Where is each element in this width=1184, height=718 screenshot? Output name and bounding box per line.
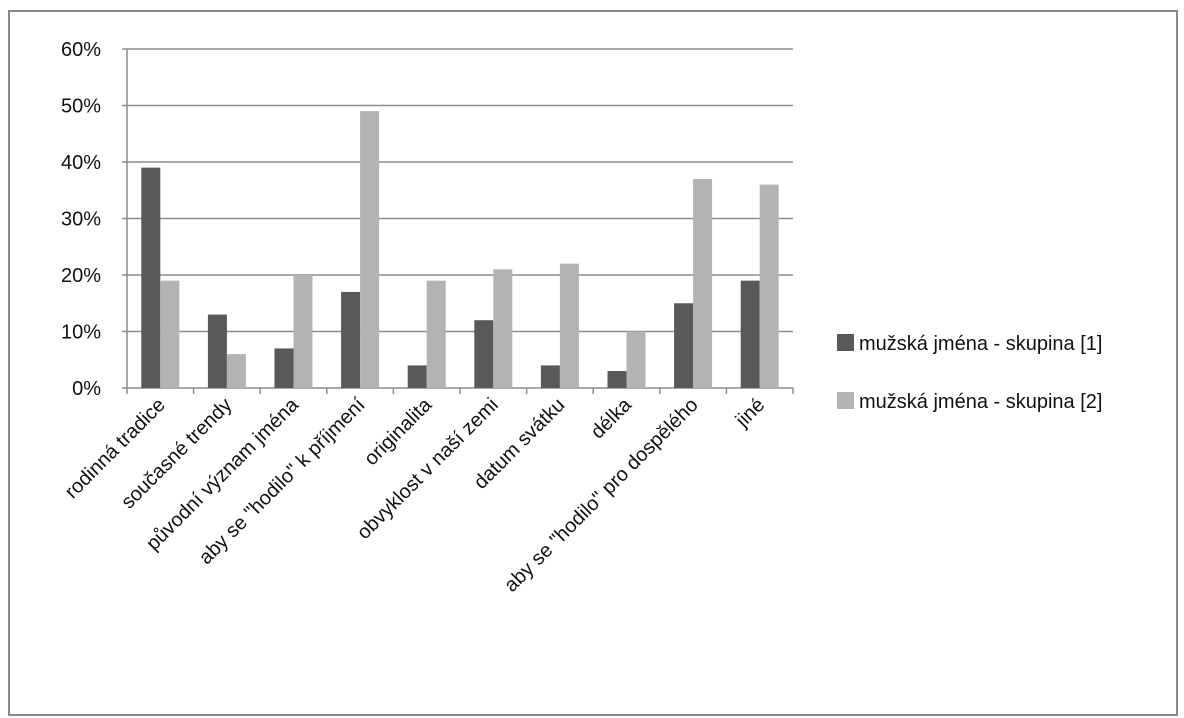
legend-swatch — [837, 334, 854, 351]
bar-s1-5 — [474, 320, 494, 388]
bar-s1-1 — [207, 314, 227, 388]
bar-s2-0 — [160, 280, 180, 388]
y-tick-label: 60% — [61, 39, 101, 61]
bar-s2-3 — [360, 111, 380, 389]
chart-frame: 0% 10% 20% 30% 40% 50% 60% rodinná tradice souča… — [8, 10, 1178, 716]
legend-label: mužská jména - skupina [2] — [859, 391, 1102, 413]
y-tick-label: 0% — [72, 378, 101, 400]
bar-s1-6 — [540, 365, 560, 388]
bar-s2-9 — [759, 184, 779, 388]
bar-chart: 0%10%20%30%40%50%60%rodinná tradicesouča… — [61, 39, 1103, 596]
bar-s1-2 — [274, 348, 294, 388]
bar-s2-1 — [226, 354, 246, 388]
bar-s2-8 — [693, 178, 713, 388]
bar-s1-3 — [341, 291, 361, 388]
y-tick-label: 20% — [61, 265, 101, 287]
bar-s2-5 — [493, 269, 513, 388]
category-label: jiné — [731, 394, 769, 432]
legend-swatch — [837, 392, 854, 409]
bar-s1-7 — [607, 371, 627, 388]
bar-s2-6 — [559, 263, 579, 388]
bar-s1-4 — [407, 365, 427, 388]
y-tick-label: 10% — [61, 322, 101, 344]
bar-s2-4 — [426, 280, 446, 388]
bar-s1-0 — [141, 167, 161, 388]
bar-s2-7 — [626, 331, 646, 388]
bar-s1-9 — [740, 280, 760, 388]
y-tick-label: 40% — [61, 152, 101, 174]
y-tick-label: 30% — [61, 209, 101, 231]
legend-label: mužská jména - skupina [1] — [859, 333, 1102, 355]
bar-s2-2 — [293, 275, 313, 388]
bar-s1-8 — [674, 303, 694, 388]
y-tick-label: 50% — [61, 96, 101, 118]
category-label: délka — [587, 393, 637, 443]
